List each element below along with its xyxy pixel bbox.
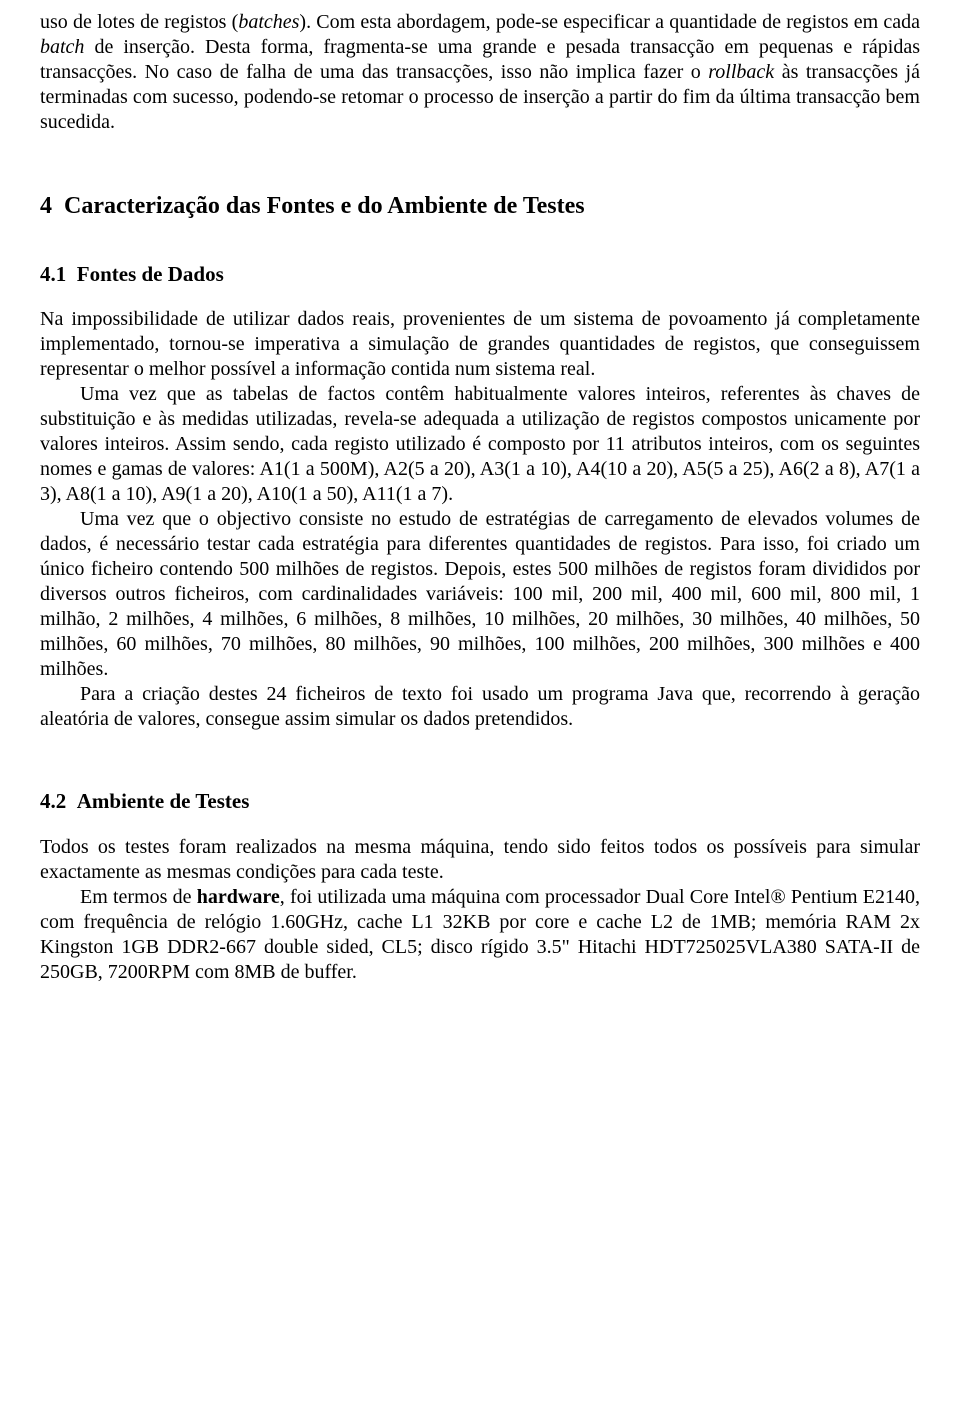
subsection-4-2: 4.2 Ambiente de Testes Todos os testes f… bbox=[40, 788, 920, 984]
page: uso de lotes de registos (batches). Com … bbox=[0, 0, 960, 1025]
subsection-4-1: 4.1 Fontes de Dados Na impossibilidade d… bbox=[40, 261, 920, 732]
section-4-title: Caracterização das Fontes e do Ambiente … bbox=[64, 193, 585, 219]
subsection-4-1-heading: 4.1 Fontes de Dados bbox=[40, 261, 920, 287]
intro-paragraph: uso de lotes de registos (batches). Com … bbox=[40, 10, 920, 135]
subsection-4-1-title: Fontes de Dados bbox=[77, 262, 224, 286]
spacer bbox=[40, 732, 920, 782]
subsection-4-2-p2: Em termos de hardware, foi utilizada uma… bbox=[40, 885, 920, 985]
section-4-number: 4 bbox=[40, 193, 52, 219]
subsection-4-2-number: 4.2 bbox=[40, 789, 66, 813]
subsection-4-2-heading: 4.2 Ambiente de Testes bbox=[40, 788, 920, 814]
subsection-4-1-p1: Na impossibilidade de utilizar dados rea… bbox=[40, 307, 920, 382]
subsection-4-2-p1: Todos os testes foram realizados na mesm… bbox=[40, 835, 920, 885]
subsection-4-1-p4: Para a criação destes 24 ficheiros de te… bbox=[40, 682, 920, 732]
subsection-4-2-title: Ambiente de Testes bbox=[77, 789, 250, 813]
subsection-4-1-number: 4.1 bbox=[40, 262, 66, 286]
subsection-4-1-p3: Uma vez que o objectivo consiste no estu… bbox=[40, 507, 920, 682]
subsection-4-1-p2: Uma vez que as tabelas de factos contêm … bbox=[40, 382, 920, 507]
section-4-heading: 4 Caracterização das Fontes e do Ambient… bbox=[40, 191, 920, 221]
